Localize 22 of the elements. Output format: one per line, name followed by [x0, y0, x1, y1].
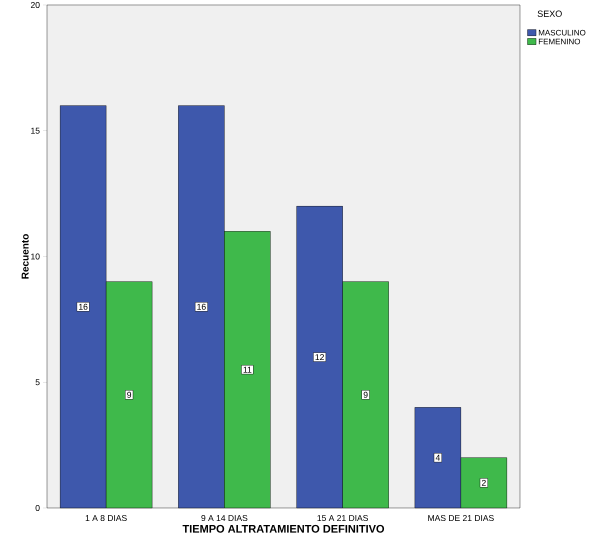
data-label: 9 [127, 392, 132, 398]
y-tick-label: 5 [36, 379, 40, 386]
data-label: 12 [316, 354, 324, 360]
legend-label: FEMENINO [538, 38, 580, 44]
legend-label: MASCULINO [538, 30, 586, 36]
y-tick-label: 15 [31, 128, 40, 134]
y-tick-label: 0 [36, 504, 40, 511]
data-label: 2 [482, 480, 486, 486]
y-axis-title: Recuento [22, 234, 29, 279]
data-label: 16 [79, 304, 88, 310]
x-tick-label: MAS DE 21 DIAS [428, 515, 494, 522]
data-label: 16 [197, 304, 206, 310]
y-tick-label: 10 [31, 253, 40, 260]
x-tick-label: 9 A 14 DIAS [201, 515, 248, 522]
data-label: 11 [244, 366, 252, 373]
data-label: 4 [436, 454, 440, 461]
legend-title: SEXO [538, 10, 562, 17]
x-axis-title: TIEMPO ALTRATAMIENTO DEFINITIVO [182, 524, 384, 533]
data-label: 9 [364, 392, 368, 398]
x-tick-label: 15 A 21 DIAS [318, 515, 368, 522]
y-tick-label: 20 [30, 2, 40, 8]
x-tick-label: 1 A 8 DIAS [86, 515, 127, 522]
